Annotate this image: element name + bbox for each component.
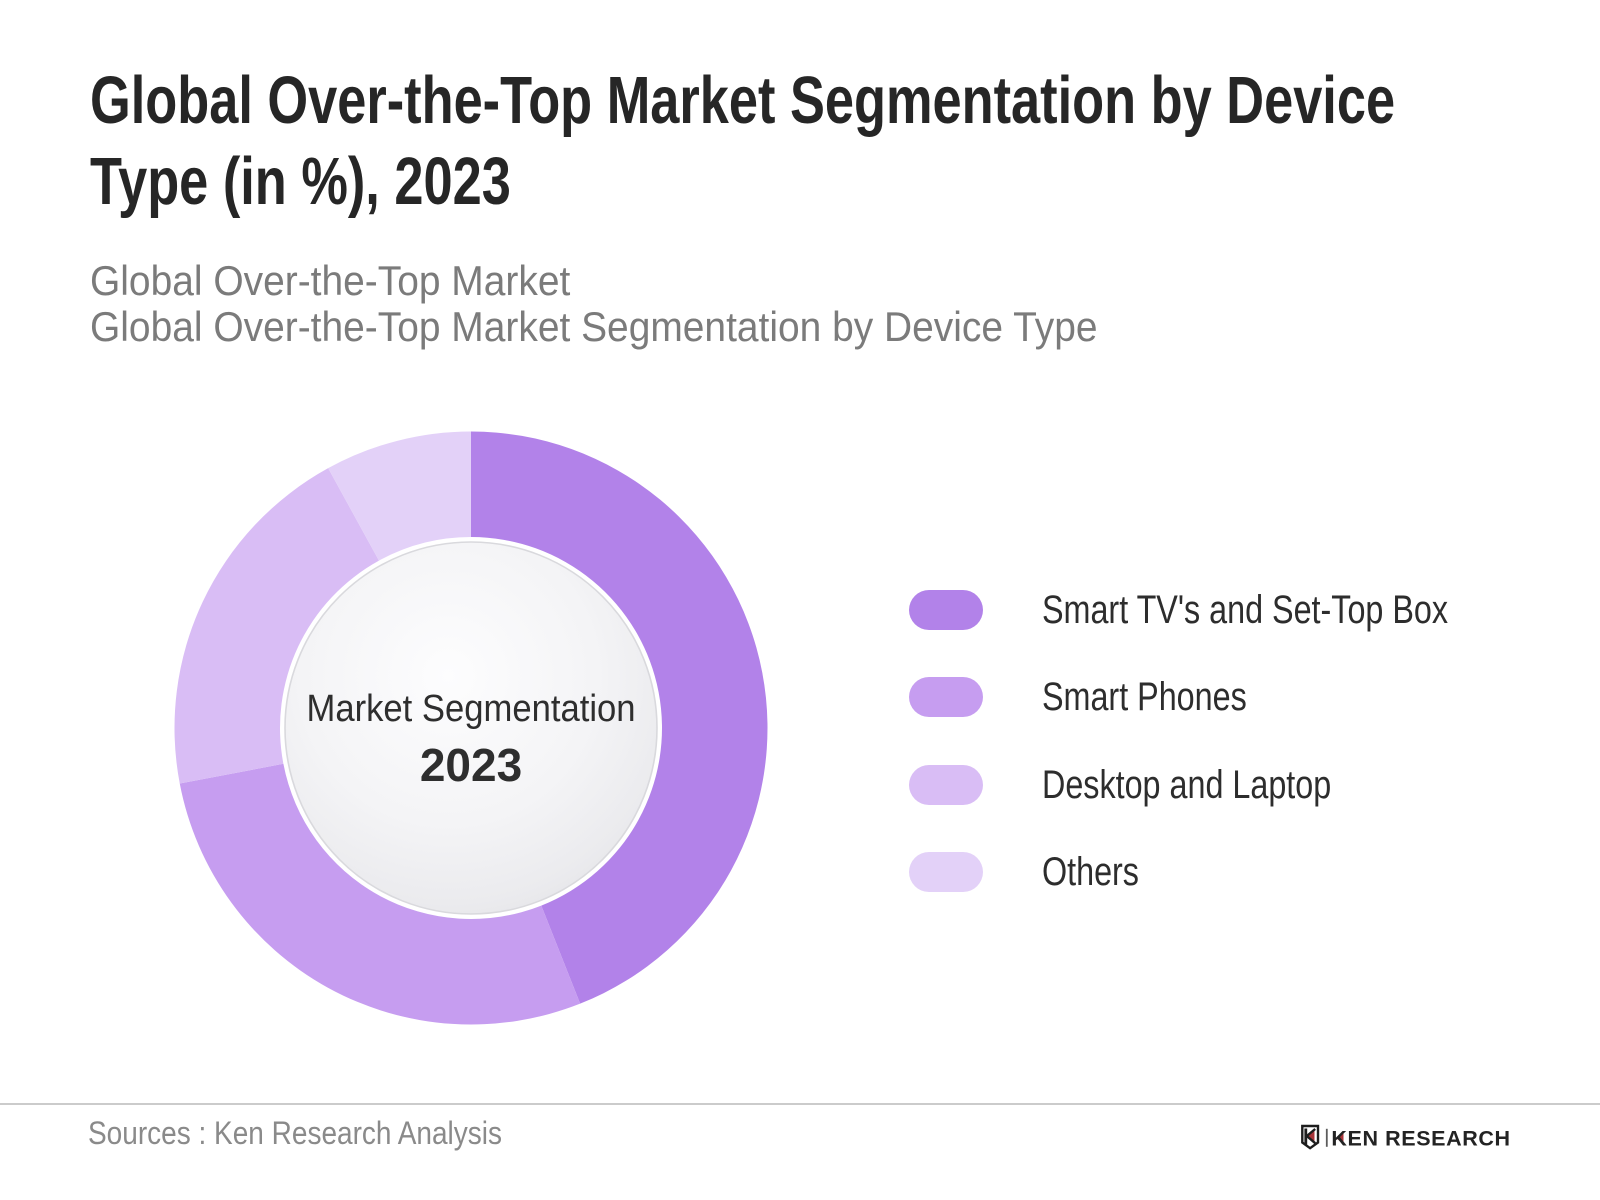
legend-label: Desktop and Laptop xyxy=(1042,761,1332,807)
donut-center-label-year: 2023 xyxy=(419,739,523,791)
legend-swatch xyxy=(909,677,983,718)
legend-swatch xyxy=(909,764,983,805)
donut-center-label-line1: Market Segmentation xyxy=(306,688,636,730)
legend-item[interactable]: Smart TV's and Set-Top Box xyxy=(909,587,1547,632)
legend-label: Smart Phones xyxy=(1042,674,1247,720)
legend-label: Others xyxy=(1042,848,1139,894)
donut-svg xyxy=(174,431,768,1025)
footer-divider xyxy=(0,1103,1600,1105)
page-title-line1: Global Over-the-Top Market Segmentation … xyxy=(90,63,1396,138)
legend-item[interactable]: Desktop and Laptop xyxy=(909,761,1547,807)
donut-segment-3[interactable] xyxy=(328,431,471,561)
page-title: Global Over-the-Top Market Segmentation … xyxy=(90,60,1395,222)
source-text: Sources : Ken Research Analysis xyxy=(88,1115,502,1151)
ken-research-shield-icon xyxy=(1301,1124,1320,1150)
legend-swatch xyxy=(909,851,983,892)
page-subtitle: Global Over-the-Top Market Global Over-th… xyxy=(90,257,1098,351)
donut-chart: Market Segmentation 2023 xyxy=(151,408,791,1048)
page-subtitle-line1: Global Over-the-Top Market xyxy=(90,257,571,304)
logo-k-accent xyxy=(1336,1133,1344,1144)
donut-center-label: Market Segmentation 2023 xyxy=(151,690,791,788)
ken-research-logo: KEN RESEARCH xyxy=(1301,1124,1510,1150)
legend-item[interactable]: Others xyxy=(909,848,1547,894)
chart-legend: Smart TV's and Set-Top Box Smart Phones … xyxy=(909,587,1547,939)
legend-label: Smart TV's and Set-Top Box xyxy=(1042,587,1449,632)
donut-segment-2[interactable] xyxy=(174,468,379,784)
logo-text: KEN RESEARCH xyxy=(1331,1126,1510,1150)
donut-segment-0[interactable] xyxy=(471,431,768,1004)
donut-segment-1[interactable] xyxy=(179,763,581,1025)
legend-swatch xyxy=(909,590,983,630)
donut-center-circle xyxy=(284,541,658,915)
page-subtitle-line2: Global Over-the-Top Market Segmentation … xyxy=(90,303,1098,351)
page-title-line2: Type (in %), 2023 xyxy=(90,144,511,219)
legend-item[interactable]: Smart Phones xyxy=(909,674,1547,720)
logo-separator xyxy=(1325,1128,1328,1147)
